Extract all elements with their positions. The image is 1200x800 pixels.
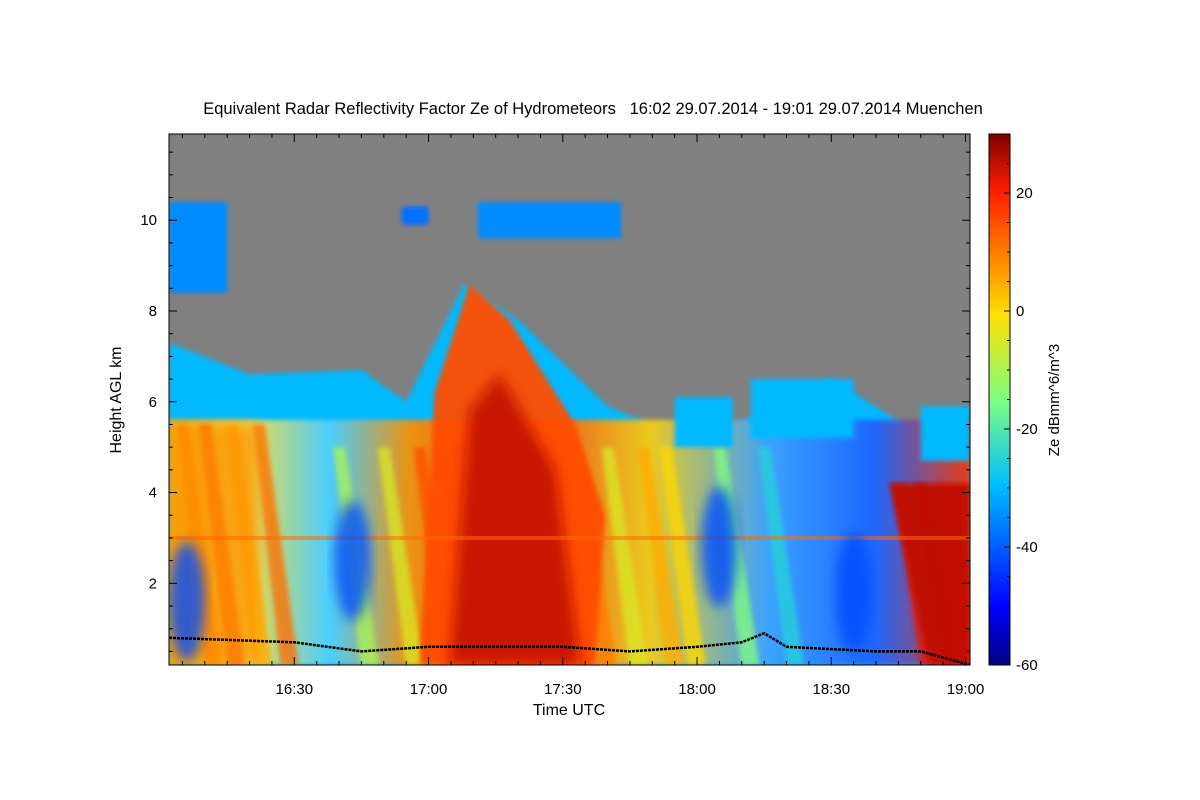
plot-frame: [168, 133, 971, 666]
melting-layer-band: [169, 535, 970, 540]
low-reflectivity-pocket: [835, 532, 872, 653]
mid-level-patch: [750, 379, 854, 439]
low-reflectivity-pocket: [169, 541, 205, 662]
colorbar-ticks: -60 -40 -20 0 20: [1004, 133, 1038, 674]
fall-streak: [252, 424, 299, 665]
fall-streak: [659, 447, 706, 665]
colorbar: -60 -40 -20 0 20 Ze dBmm^6/m^3: [988, 133, 1063, 674]
plot-area: [168, 133, 971, 666]
convective-core: [449, 374, 581, 665]
x-tick-label: 17:00: [410, 681, 448, 698]
colorbar-label: Ze dBmm^6/m^3: [1046, 344, 1063, 456]
colorbar-tick-label: -60: [1016, 657, 1038, 674]
colorbar-gradient: [988, 133, 1011, 666]
mid-level-patch: [674, 397, 733, 448]
fall-streak: [637, 447, 684, 665]
x-axis: 16:30 17:00 17:30 18:00 18:30 19:00: [181, 134, 985, 698]
chart-title: Equivalent Radar Reflectivity Factor Ze …: [203, 100, 983, 118]
reflectivity-field: [169, 202, 970, 665]
y-tick-label: 6: [149, 394, 157, 411]
late-rain-cell: [889, 483, 970, 665]
y-axis: 2 4 6 8 10: [140, 151, 970, 652]
cirrus-patch: [169, 202, 228, 293]
low-reflectivity-pocket: [334, 500, 371, 621]
y-tick-label: 10: [140, 212, 157, 229]
low-reflectivity-pocket: [701, 487, 738, 607]
y-tick-label: 4: [149, 485, 157, 502]
colorbar-tick-label: 0: [1016, 303, 1024, 320]
colorbar-tick-label: -40: [1016, 539, 1038, 556]
cirrus-patch: [401, 206, 429, 225]
cloud-base-line: [169, 631, 970, 665]
mid-level-patch: [920, 406, 970, 461]
x-tick-label: 18:30: [813, 681, 851, 698]
y-tick-label: 8: [149, 303, 157, 320]
y-tick-label: 2: [149, 575, 157, 592]
x-axis-label: Time UTC: [533, 702, 605, 719]
colorbar-tick-label: -20: [1016, 421, 1038, 438]
fall-streak: [758, 447, 805, 665]
fall-streak: [601, 447, 648, 665]
x-tick-label: 19:00: [947, 681, 985, 698]
y-axis-label: Height AGL km: [108, 346, 125, 453]
cirrus-patch: [477, 202, 621, 239]
x-tick-label: 17:30: [544, 681, 582, 698]
x-tick-label: 16:30: [276, 681, 314, 698]
colorbar-tick-label: 20: [1016, 185, 1033, 202]
x-tick-label: 18:00: [678, 681, 716, 698]
fall-streak: [377, 447, 424, 665]
